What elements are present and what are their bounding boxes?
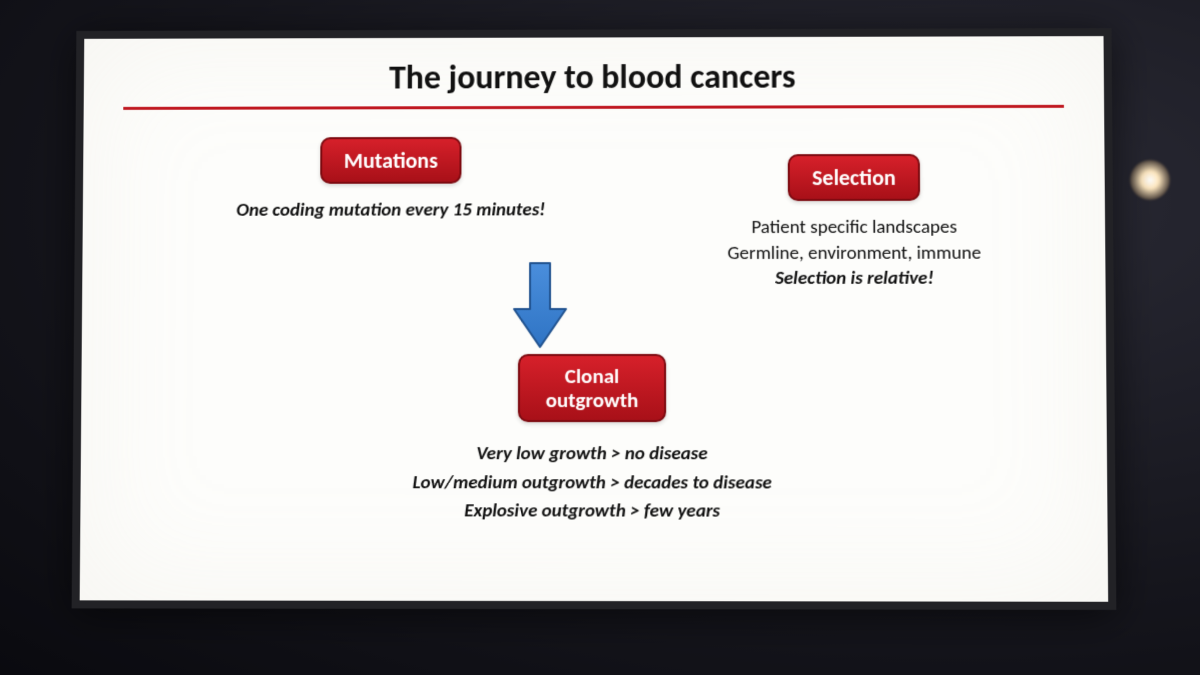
clonal-label-line2: outgrowth [546,387,639,413]
top-row: Mutations One coding mutation every 15 m… [122,136,1065,287]
selection-label: Selection [812,164,896,191]
clonal-box: Clonal outgrowth [518,354,667,422]
down-arrow-icon [510,261,570,351]
selection-subtext: Patient specific landscapes Germline, en… [674,215,1035,292]
stage-spotlight [1130,160,1170,200]
outcome-2: Low/medium outgrowth > decades to diseas… [81,469,1108,498]
selection-box: Selection [788,154,920,201]
clonal-label-line1: Clonal [565,363,619,389]
clonal-group: Clonal outgrowth Very low growth > no di… [80,354,1107,527]
mutations-label: Mutations [344,147,438,174]
title-underline [123,105,1064,110]
selection-line3: Selection is relative! [674,266,1035,292]
slide-content: The journey to blood cancers Mutations O… [80,36,1108,602]
outcome-1: Very low growth > no disease [81,440,1107,469]
selection-line2: Germline, environment, immune [674,240,1035,266]
selection-line1: Patient specific landscapes [674,215,1035,241]
slide-title: The journey to blood cancers [123,56,1064,105]
outcome-3: Explosive outgrowth > few years [80,497,1107,526]
mutations-box: Mutations [320,137,462,184]
selection-group: Selection Patient specific landscapes Ge… [674,154,1035,292]
mutations-group: Mutations One coding mutation every 15 m… [182,137,600,224]
projection-screen: The journey to blood cancers Mutations O… [72,28,1117,610]
mutations-subtext: One coding mutation every 15 minutes! [182,197,600,223]
clonal-outcomes: Very low growth > no disease Low/medium … [80,440,1107,526]
